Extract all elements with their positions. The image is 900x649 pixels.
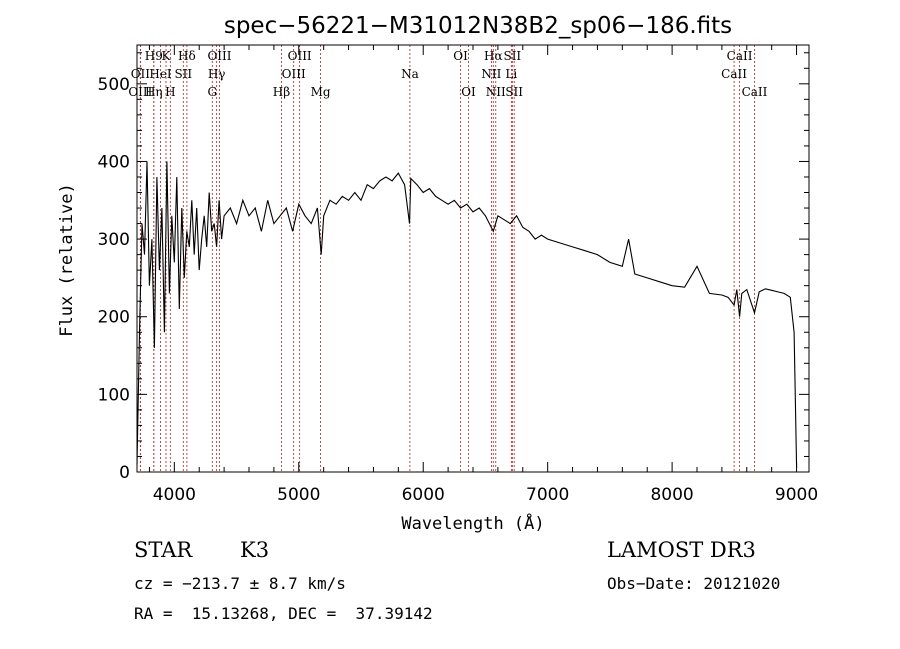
x-tick-label: 7000 xyxy=(526,485,569,505)
subclass-label: K3 xyxy=(240,538,270,562)
spectral-line-label: OI xyxy=(461,85,476,99)
spectral-line-label: H9 xyxy=(145,49,163,63)
spectral-line-label: NII xyxy=(481,67,501,81)
spectral-line-label: CaII xyxy=(721,67,747,81)
x-tick-label: 4000 xyxy=(153,485,196,505)
y-tick-label: 200 xyxy=(98,308,130,328)
spectral-line-label: H xyxy=(165,85,175,99)
spectral-line-label: OII xyxy=(131,67,151,81)
plot-frame xyxy=(136,44,810,473)
spectral-line-label: SII xyxy=(505,85,523,99)
spectral-line-label: K xyxy=(162,49,172,63)
spectral-line-label: OIII xyxy=(128,85,152,99)
spectral-line-label: HeI xyxy=(149,67,172,81)
spectrum-series xyxy=(136,161,798,469)
spectral-line-label: OI xyxy=(453,49,468,63)
y-tick-label: 100 xyxy=(98,385,130,405)
spectral-line-label: CaII xyxy=(742,85,768,99)
x-tick-label: 9000 xyxy=(775,485,818,505)
x-axis-label: Wavelength (Å) xyxy=(401,512,544,534)
spectral-line-label: SII xyxy=(503,49,521,63)
y-tick-label: 400 xyxy=(98,152,130,172)
x-tick-label: 5000 xyxy=(277,485,320,505)
y-axis-ticks: 0 100 200 300 400 500 xyxy=(98,52,809,483)
coordinates-readout: RA = 15.13268, DEC = 37.39142 xyxy=(134,604,433,623)
spectral-line-label: OIII xyxy=(207,49,231,63)
spectral-line-label: OIII xyxy=(288,49,312,63)
spectral-line-label: Mg xyxy=(311,85,331,99)
y-axis-label: Flux (relative) xyxy=(57,183,77,337)
spectral-line-label: SII xyxy=(174,67,192,81)
y-tick-label: 0 xyxy=(119,463,130,483)
spectral-line-label: Hη xyxy=(145,85,163,99)
chart-title: spec−56221−M31012N38B2_sp06−186.fits xyxy=(224,13,732,39)
class-label: STAR xyxy=(134,538,193,562)
spectral-line-label: Li xyxy=(505,67,517,81)
spectral-line-label: NII xyxy=(486,85,506,99)
spectral-line-markers xyxy=(139,45,755,472)
x-axis-ticks: 4000 5000 6000 7000 8000 9000 xyxy=(148,45,818,505)
spectral-line-label: Na xyxy=(401,67,419,81)
spectrum-line xyxy=(136,161,798,469)
spectral-line-label: Hα xyxy=(484,49,503,63)
y-tick-label: 500 xyxy=(98,75,130,95)
redshift-readout: cz = −213.7 ± 8.7 km/s xyxy=(134,574,346,593)
spectral-line-label: Hβ xyxy=(273,85,290,99)
spectral-line-label: G xyxy=(207,85,217,99)
x-tick-label: 8000 xyxy=(650,485,693,505)
y-tick-label: 300 xyxy=(98,230,130,250)
spectral-line-label: Hδ xyxy=(178,49,196,63)
spectral-line-label: CaII xyxy=(727,49,753,63)
x-tick-label: 6000 xyxy=(402,485,445,505)
survey-label: LAMOST DR3 xyxy=(607,538,756,562)
spectral-line-label: OIII xyxy=(282,67,306,81)
spectral-line-label: Hγ xyxy=(208,67,226,81)
obs-date: Obs−Date: 20121020 xyxy=(607,574,781,593)
